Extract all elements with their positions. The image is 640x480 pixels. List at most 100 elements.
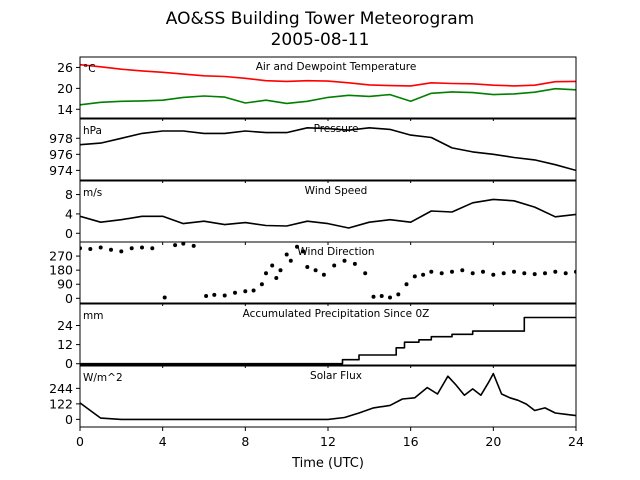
wind-direction-point bbox=[204, 294, 209, 298]
y-tick-label: 90 bbox=[57, 277, 73, 292]
x-tick-label: 24 bbox=[568, 434, 584, 449]
y-tick-label: 12 bbox=[57, 337, 73, 352]
wind-direction-point bbox=[429, 269, 434, 274]
panel-title: Wind Speed bbox=[305, 185, 368, 197]
wind-direction-point bbox=[379, 294, 384, 298]
wind-direction-point bbox=[388, 295, 392, 300]
wind-direction-point bbox=[543, 271, 547, 276]
wind-direction-point bbox=[404, 282, 409, 287]
y-tick-label: 0 bbox=[65, 412, 73, 427]
y-tick-label: 976 bbox=[49, 147, 73, 162]
panel-wind_speed: 0 4 8 Wind Speed m/s bbox=[65, 180, 577, 245]
wind-direction-point bbox=[181, 242, 186, 246]
wind-direction-point bbox=[522, 271, 527, 276]
y-tick-label: 8 bbox=[65, 187, 73, 202]
panel-content bbox=[80, 127, 576, 172]
panel-precipitation: 0 12 24 Accumulated Precipitation Since 0Z m… bbox=[57, 303, 577, 371]
x-tick-label: 16 bbox=[403, 434, 419, 449]
y-tick-label: 26 bbox=[57, 60, 73, 75]
precipitation-line bbox=[80, 316, 576, 365]
panel-title: Pressure bbox=[314, 123, 359, 135]
panel-unit: m/s bbox=[83, 187, 102, 199]
panel-air: 14 20 26 Air and Dewpoint Temperature °C bbox=[57, 56, 577, 121]
wind-direction-point bbox=[150, 246, 155, 251]
wind-direction-point bbox=[278, 268, 283, 273]
y-tick-label: 0 bbox=[65, 291, 73, 306]
wind-direction-point bbox=[553, 269, 558, 274]
wind-direction-point bbox=[501, 271, 506, 276]
wind-direction-point bbox=[313, 268, 318, 273]
wind-direction-point bbox=[243, 289, 248, 294]
wind-direction-point bbox=[212, 292, 217, 297]
pressure-line bbox=[80, 127, 576, 172]
y-tick-label: 978 bbox=[49, 131, 73, 146]
wind-direction-point bbox=[491, 272, 496, 277]
dewpoint-line bbox=[80, 87, 576, 106]
wind-direction-point bbox=[288, 258, 293, 263]
wind-direction-point bbox=[512, 269, 516, 274]
wind-direction-point bbox=[88, 247, 93, 251]
air-line bbox=[80, 63, 576, 87]
wind-direction-point bbox=[270, 263, 275, 268]
wind-direction-point bbox=[412, 274, 417, 279]
panel-title: Accumulated Precipitation Since 0Z bbox=[243, 308, 430, 320]
solar_flux-line bbox=[80, 372, 576, 421]
y-tick-label: 122 bbox=[49, 396, 73, 411]
y-tick-label: 180 bbox=[49, 263, 73, 278]
wind-direction-point bbox=[191, 243, 196, 248]
panel-unit: °C bbox=[83, 63, 96, 75]
panel-content bbox=[80, 372, 576, 421]
chart-title: AO&SS Building Tower Meteorogram bbox=[166, 9, 474, 29]
wind-direction-point bbox=[162, 295, 167, 300]
wind-direction-point bbox=[129, 246, 134, 251]
x-tick-label: 8 bbox=[241, 434, 249, 449]
y-tick-label: 0 bbox=[65, 356, 73, 371]
wind-direction-point bbox=[173, 243, 178, 248]
wind-direction-point bbox=[439, 271, 444, 276]
wind-direction-point bbox=[421, 272, 426, 277]
panel-unit: hPa bbox=[83, 125, 102, 137]
x-tick-label: 4 bbox=[159, 434, 167, 449]
wind-direction-point bbox=[305, 265, 310, 269]
wind-direction-point bbox=[301, 249, 306, 254]
panel-title: Solar Flux bbox=[310, 370, 362, 382]
wind-direction-point bbox=[119, 249, 124, 254]
x-tick-label: 0 bbox=[76, 434, 84, 449]
wind-direction-point bbox=[321, 272, 326, 277]
wind-direction-point bbox=[295, 244, 299, 249]
panel-content bbox=[80, 316, 576, 365]
wind-direction-point bbox=[109, 247, 113, 252]
wind-direction-point bbox=[274, 276, 279, 280]
wind-direction-point bbox=[352, 261, 357, 266]
wind-direction-point bbox=[371, 294, 376, 299]
wind-direction-point bbox=[264, 271, 268, 276]
y-tick-label: 0 bbox=[65, 226, 73, 241]
wind-direction-point bbox=[363, 271, 368, 276]
wind-direction-point bbox=[396, 292, 401, 297]
panel-unit: mm bbox=[83, 310, 103, 322]
wind-direction-point bbox=[251, 288, 256, 293]
wind-direction-point bbox=[140, 245, 144, 250]
wind-direction-point bbox=[233, 290, 237, 295]
y-tick-label: 4 bbox=[65, 206, 73, 221]
y-tick-label: 20 bbox=[57, 81, 73, 96]
wind-direction-point bbox=[460, 268, 465, 273]
chart-subtitle: 2005-08-11 bbox=[271, 30, 370, 50]
panel-content bbox=[80, 198, 576, 229]
x-axis: 0 4 8 12 16 20 24 bbox=[76, 434, 584, 449]
wind-direction-point bbox=[470, 271, 475, 276]
panel-unit: W/m^2 bbox=[83, 372, 123, 384]
wind-direction-point bbox=[481, 269, 485, 274]
panel-title: Air and Dewpoint Temperature bbox=[256, 61, 417, 73]
panel-content bbox=[80, 63, 576, 106]
wind_speed-line bbox=[80, 198, 576, 229]
wind-direction-point bbox=[342, 258, 347, 263]
y-tick-label: 24 bbox=[57, 318, 73, 333]
y-tick-label: 14 bbox=[57, 102, 73, 117]
wind-direction-point bbox=[563, 271, 568, 276]
